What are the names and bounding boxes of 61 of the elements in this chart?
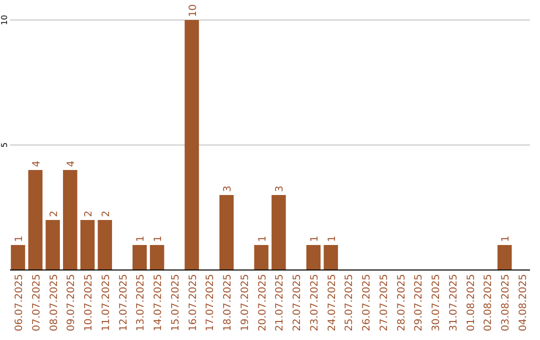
- x-tick-label: 24.07.2025: [326, 274, 338, 332]
- x-tick-label: 11.07.2025: [100, 274, 112, 332]
- x-tick-label: 12.07.2025: [118, 274, 130, 332]
- x-tick-label: 29.07.2025: [414, 274, 425, 332]
- bar: [80, 220, 95, 270]
- data-label: 3: [222, 186, 234, 192]
- bar: [498, 245, 512, 270]
- x-tick-label: 17.07.2025: [205, 274, 216, 332]
- x-tick-label: 02.08.2025: [483, 274, 494, 332]
- x-tick-label: 10.07.2025: [84, 274, 95, 332]
- y-tick-label: 5: [0, 142, 9, 148]
- x-tick-label: 04.08.2025: [518, 274, 530, 332]
- bar: [132, 245, 147, 270]
- x-tick-label: 09.07.2025: [66, 274, 78, 332]
- x-tick-label: 30.07.2025: [431, 274, 442, 332]
- data-label: 4: [31, 160, 42, 167]
- data-label: 4: [66, 160, 78, 167]
- x-tick-label: 20.07.2025: [257, 274, 268, 332]
- x-tick-label: 06.07.2025: [14, 274, 25, 332]
- bar: [10, 245, 26, 270]
- x-tick-label: 26.07.2025: [362, 274, 373, 332]
- bar: [324, 245, 338, 270]
- bar: [150, 245, 164, 270]
- x-tick-label: 13.07.2025: [136, 274, 147, 332]
- x-tick-label: 15.07.2025: [170, 274, 182, 332]
- bar: [46, 220, 60, 270]
- data-label: 10: [188, 4, 199, 17]
- x-tick-label: 23.07.2025: [309, 274, 320, 332]
- data-label: 2: [84, 210, 95, 217]
- bar: [63, 170, 78, 270]
- x-tick-label: 28.07.2025: [396, 274, 408, 332]
- x-tick-label: 25.07.2025: [344, 274, 356, 332]
- x-tick-label: 08.07.2025: [48, 274, 60, 332]
- x-tick-label: 19.07.2025: [240, 274, 251, 332]
- bar: [254, 245, 268, 270]
- bar: [272, 195, 286, 270]
- data-label: 1: [136, 236, 147, 242]
- data-label: 1: [153, 236, 164, 242]
- x-tick-label: 01.08.2025: [466, 274, 477, 332]
- bar: [219, 195, 234, 270]
- x-tick-label: 16.07.2025: [188, 274, 199, 332]
- data-label: 1: [500, 236, 512, 242]
- x-tick-label: 27.07.2025: [378, 274, 390, 332]
- bar: [98, 220, 112, 270]
- x-tick-label: 31.07.2025: [448, 274, 460, 332]
- data-label: 1: [257, 236, 268, 242]
- data-label: 1: [14, 236, 25, 242]
- x-tick-label: 07.07.2025: [31, 274, 42, 332]
- data-label: 1: [309, 236, 320, 242]
- bar: [28, 170, 42, 270]
- x-tick-label: 22.07.2025: [292, 274, 304, 332]
- x-tick-label: 21.07.2025: [274, 274, 286, 332]
- data-label: 1: [326, 236, 338, 242]
- bar: [184, 20, 199, 270]
- x-tick-label: 18.07.2025: [222, 274, 234, 332]
- data-label: 2: [48, 210, 60, 217]
- data-label: 3: [274, 186, 286, 192]
- bar: [306, 245, 321, 270]
- x-tick-label: 03.08.2025: [500, 274, 512, 332]
- data-label: 2: [100, 210, 112, 217]
- x-tick-label: 14.07.2025: [153, 274, 164, 332]
